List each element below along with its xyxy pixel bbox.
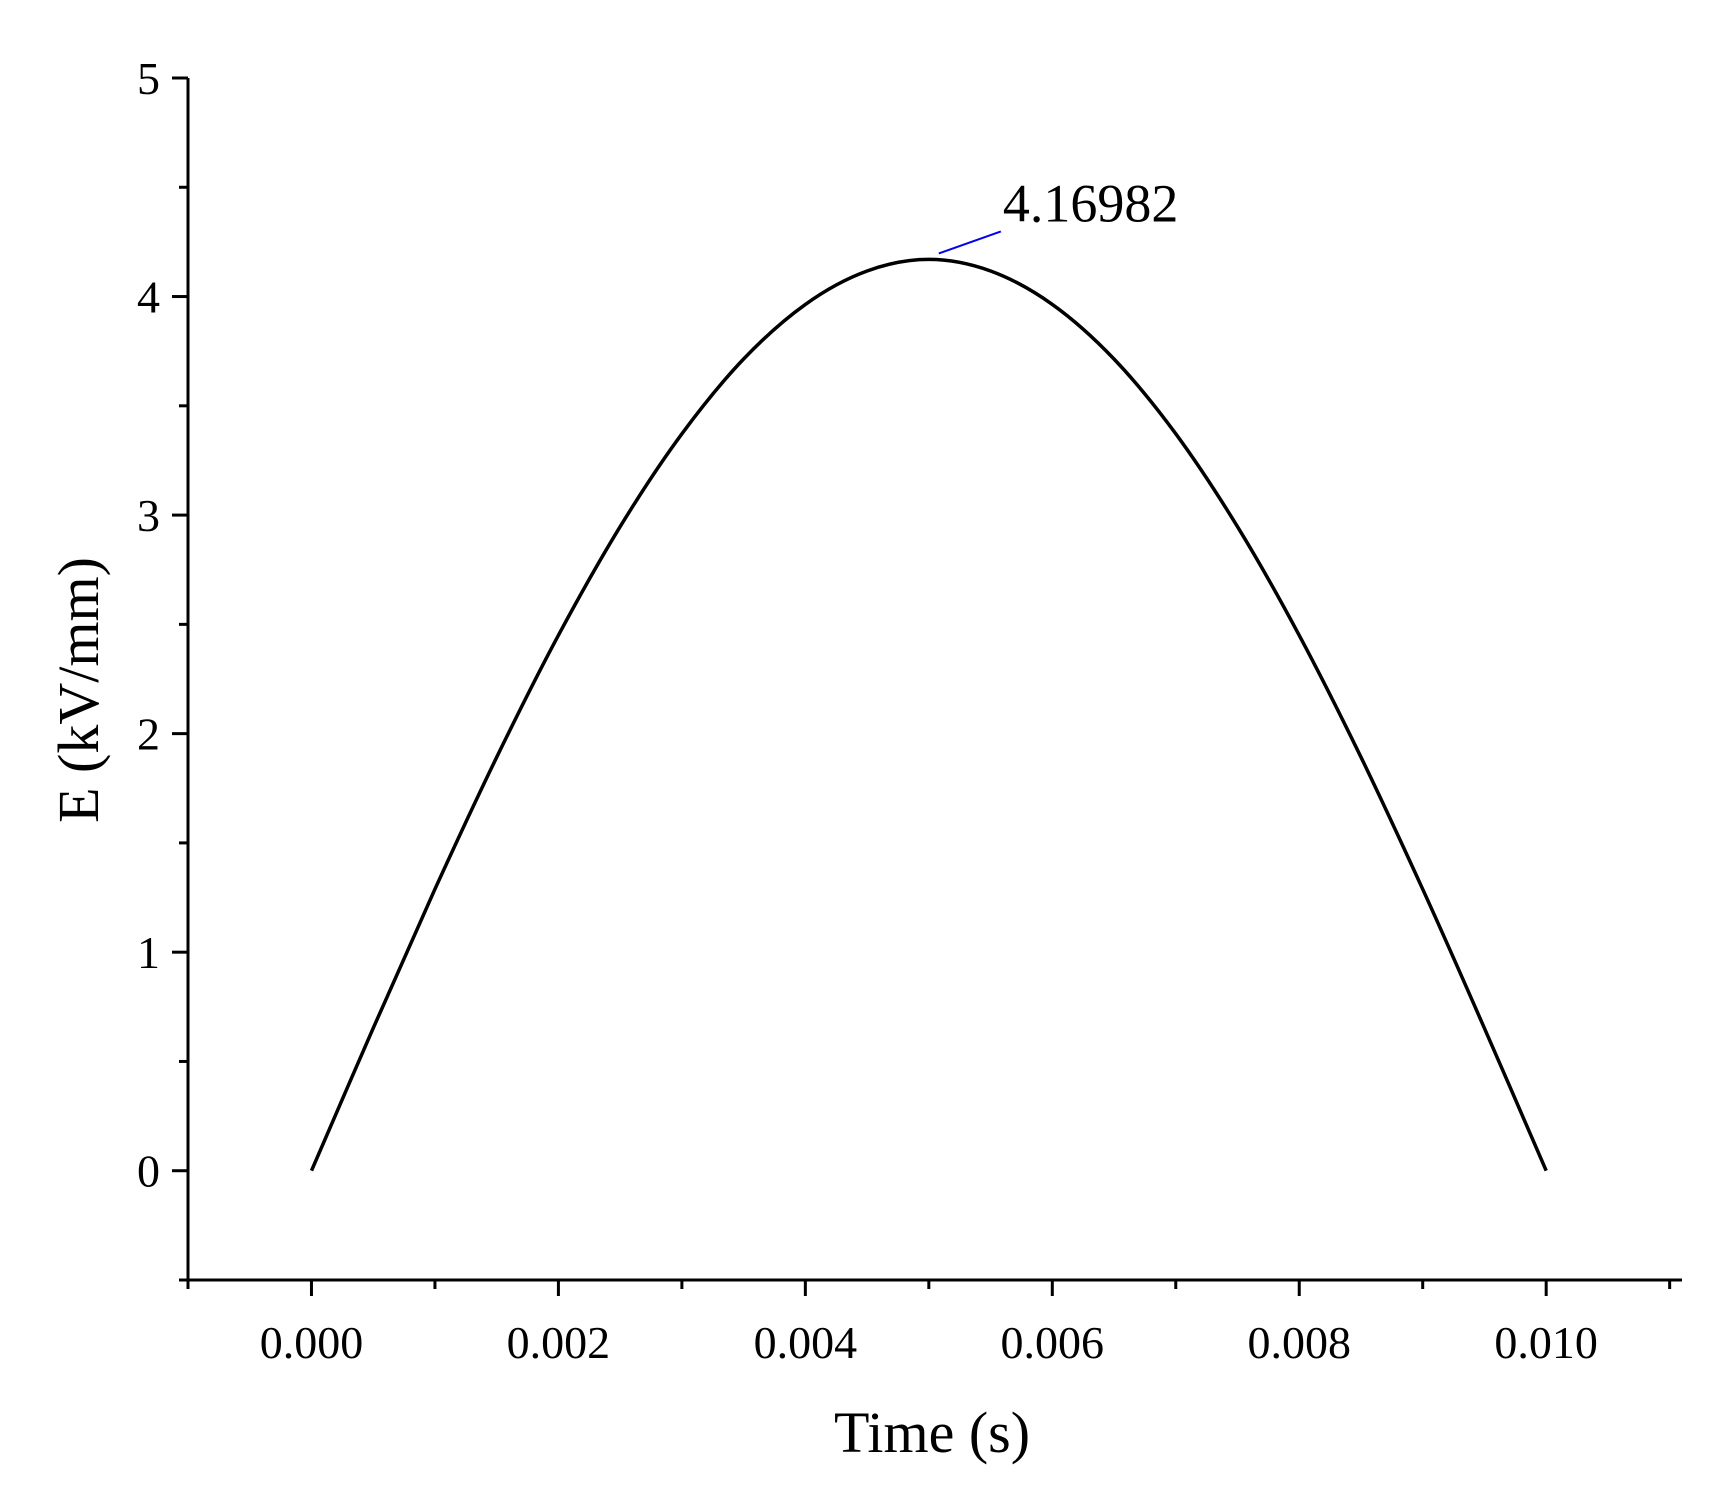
series-line [309,257,1548,1172]
x-tick-label: 0.004 [754,1317,858,1368]
y-axis: 0 1 2 3 4 5 [137,53,190,1282]
x-tick-label: 0.002 [507,1317,611,1368]
annotation-leader-line [938,230,1002,255]
x-tick-label: 0.000 [260,1317,364,1368]
x-tick-labels: 0.000 0.002 0.004 0.006 0.008 0.010 [260,1317,1598,1368]
y-tick-labels: 0 1 2 3 4 5 [137,53,160,1197]
annotation-label: 4.16982 [1003,173,1179,233]
annotations: 4.16982 [938,173,1179,255]
x-axis-label: Time (s) [834,1400,1030,1465]
y-tick-label: 5 [137,53,160,104]
y-tick-label: 4 [137,272,160,323]
x-tick-label: 0.010 [1494,1317,1598,1368]
y-tick-label: 0 [137,1146,160,1197]
plot-series [309,257,1548,1172]
x-axis: 0.000 0.002 0.004 0.006 0.008 0.010 [186,1278,1682,1368]
y-axis-label: E (kV/mm) [46,557,111,823]
x-tick-label: 0.008 [1247,1317,1351,1368]
y-tick-label: 1 [137,927,160,978]
y-ticks [172,76,188,1282]
y-tick-label: 3 [137,490,160,541]
x-tick-label: 0.006 [1001,1317,1105,1368]
y-tick-label: 2 [137,709,160,760]
x-ticks [186,1280,1672,1296]
